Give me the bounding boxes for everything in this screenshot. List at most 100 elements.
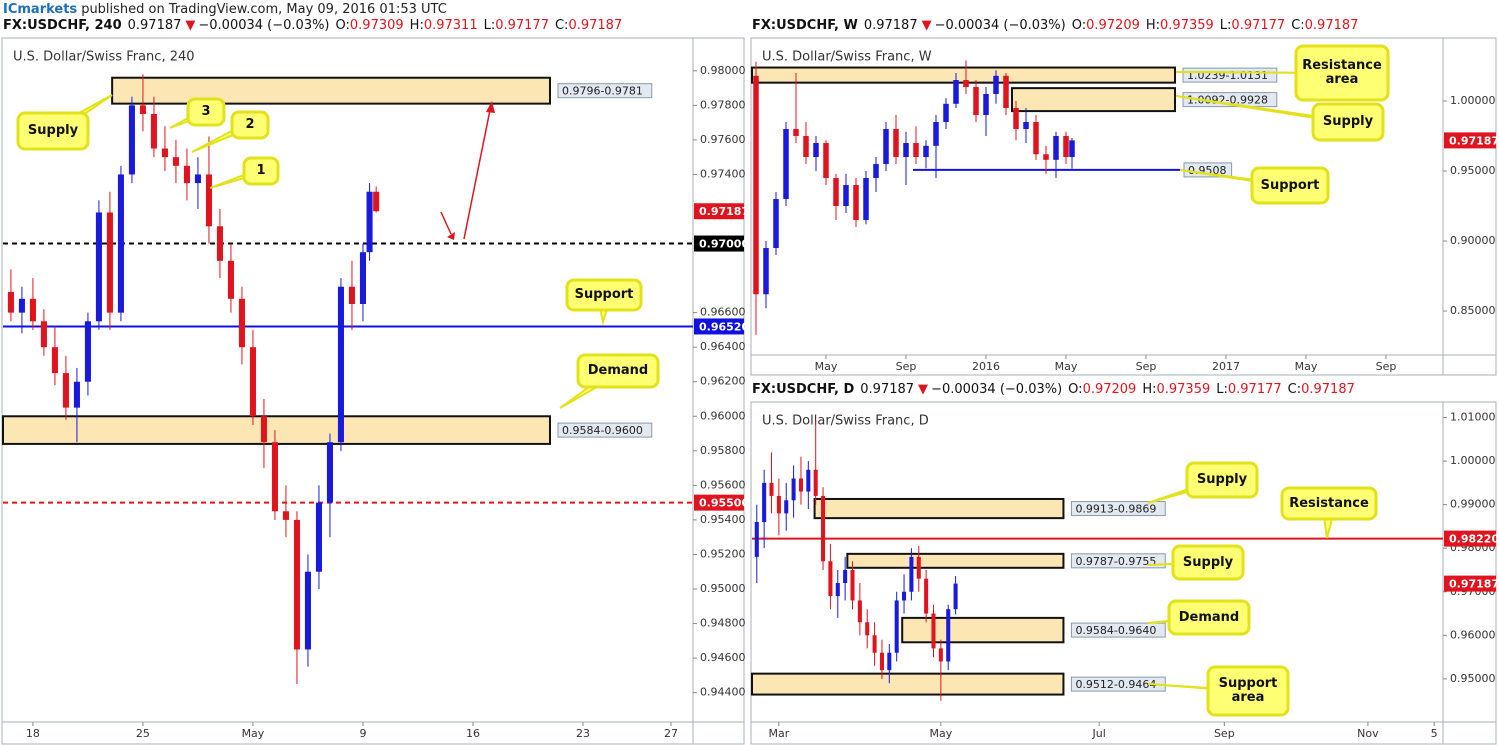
callout-box bbox=[186, 97, 226, 127]
zone bbox=[751, 672, 1065, 696]
candle-body bbox=[304, 571, 311, 650]
change-arrow: ▼ bbox=[185, 18, 195, 33]
candle-body bbox=[821, 495, 826, 562]
candle-body bbox=[754, 522, 759, 557]
candle-body bbox=[18, 298, 25, 313]
candle-body bbox=[95, 212, 102, 322]
price-tag bbox=[694, 235, 744, 252]
x-tick-label: May bbox=[929, 727, 952, 740]
candle-body bbox=[183, 165, 190, 184]
candle-body bbox=[843, 185, 849, 207]
y-tick-label: 0.95400 bbox=[700, 513, 746, 526]
candle-body bbox=[783, 129, 789, 200]
candle-body bbox=[282, 511, 289, 520]
panel-frame bbox=[1, 37, 745, 745]
ohlc-key: O: bbox=[1072, 18, 1086, 33]
callout-text: Demand bbox=[1178, 609, 1240, 625]
candle-body bbox=[348, 286, 355, 304]
y-tick-label: 0.95000 bbox=[700, 582, 746, 595]
x-tick-label: May bbox=[242, 727, 265, 740]
callout-box bbox=[1311, 102, 1385, 142]
zone bbox=[846, 552, 1065, 569]
range-label: 0.9584-0.9640 bbox=[1075, 624, 1156, 637]
candle-body bbox=[798, 478, 803, 492]
price-tag-label: 0.96520 bbox=[699, 320, 749, 333]
published: published on TradingView.com, May 09, 20… bbox=[81, 2, 447, 17]
candle-body bbox=[887, 652, 892, 671]
candle-body bbox=[216, 226, 223, 261]
range-label: 1.0092-0.9928 bbox=[1187, 94, 1268, 107]
range-label: 0.9512-0.9464 bbox=[1075, 678, 1156, 691]
x-tick-label: May bbox=[1295, 360, 1318, 373]
last-price-tag bbox=[1444, 575, 1496, 592]
ohlc-value: 0.97187 bbox=[1301, 382, 1355, 397]
chart-title: U.S. Dollar/Swiss Franc, D bbox=[762, 414, 929, 429]
chart-title: U.S. Dollar/Swiss Franc, 240 bbox=[13, 50, 195, 65]
y-tick-label: 0.95600 bbox=[700, 478, 746, 491]
candle-body bbox=[883, 129, 889, 165]
symbol-line: FX:USDCHF, D 0.97187 ▼ −0.00034 (−0.03%) O:0… bbox=[752, 382, 1355, 397]
x-tick-label: 9 bbox=[359, 727, 366, 740]
candle-body bbox=[902, 591, 907, 601]
candle-body bbox=[879, 652, 884, 671]
brand[interactable]: ICmarkets bbox=[3, 2, 77, 17]
ohlc-key: L: bbox=[1216, 382, 1228, 397]
x-tick-label: 23 bbox=[576, 727, 590, 740]
candle-body bbox=[271, 442, 278, 512]
candle-body bbox=[983, 94, 989, 116]
candle-body bbox=[238, 298, 245, 348]
y-tick-label: 0.94400 bbox=[700, 686, 746, 699]
candle-body bbox=[823, 143, 829, 179]
last-price-label: 0.97187 bbox=[699, 205, 749, 218]
candle-body bbox=[1003, 75, 1009, 109]
candle-body bbox=[938, 648, 943, 662]
candle-body bbox=[260, 416, 267, 443]
ohlc-key: O: bbox=[336, 18, 350, 33]
candle-body bbox=[106, 212, 113, 313]
x-tick-label: 27 bbox=[664, 727, 678, 740]
candle-body bbox=[337, 286, 344, 443]
y-tick-label: 0.97600 bbox=[700, 133, 746, 146]
callout-text: Supply bbox=[1182, 554, 1234, 570]
ohlc-key: C: bbox=[1291, 18, 1304, 33]
arrow-line bbox=[463, 109, 491, 240]
y-tick-label: 1.00000 bbox=[1450, 454, 1496, 467]
symbol-line: FX:USDCHF, W 0.97187 ▼ −0.00034 (−0.03%) O:0… bbox=[752, 18, 1358, 33]
callout-box bbox=[1167, 599, 1251, 636]
x-tick-label: May bbox=[815, 360, 838, 373]
callout-text: 3 bbox=[201, 104, 211, 119]
callout-box bbox=[16, 111, 90, 151]
candle-body bbox=[763, 248, 769, 295]
zone bbox=[2, 415, 551, 445]
callout-text: Resistance bbox=[1289, 495, 1369, 511]
callout-text: Supply bbox=[1322, 114, 1374, 129]
candle-body bbox=[73, 381, 80, 408]
range-label-box bbox=[557, 422, 653, 438]
last-price-tag bbox=[1444, 132, 1496, 149]
change: −0.00034 (−0.03%) bbox=[931, 382, 1062, 397]
callout-box bbox=[242, 156, 280, 186]
publish-line: ICmarkets published on TradingView.com, M… bbox=[3, 2, 447, 17]
candle-body bbox=[863, 178, 869, 221]
callout-text: Resistance area bbox=[1302, 58, 1382, 87]
range-label: 0.9584-0.9600 bbox=[562, 424, 643, 437]
arrow-head bbox=[486, 101, 495, 113]
range-label: 1.0239-1.0131 bbox=[1187, 69, 1268, 82]
x-tick-label: 5 bbox=[1431, 727, 1438, 740]
candle-body bbox=[793, 129, 799, 137]
x-tick-label: Sep bbox=[1376, 360, 1397, 373]
price-tag-label: 0.95500 bbox=[699, 497, 749, 510]
range-label-box bbox=[1182, 92, 1278, 108]
callout-text: Support bbox=[1260, 177, 1320, 193]
y-tick-label: 0.94600 bbox=[700, 651, 746, 664]
y-tick-label: 0.97400 bbox=[700, 167, 746, 180]
candle-body bbox=[315, 502, 322, 572]
price-tag bbox=[1444, 530, 1496, 547]
candle-body bbox=[172, 157, 179, 166]
callout-box bbox=[1185, 461, 1259, 499]
last-value: 0.97187 bbox=[864, 18, 918, 33]
y-tick-label: 0.85000 bbox=[1450, 304, 1496, 317]
x-tick-label: 25 bbox=[136, 727, 150, 740]
arrow-line bbox=[440, 211, 452, 235]
candle-body bbox=[923, 145, 929, 158]
